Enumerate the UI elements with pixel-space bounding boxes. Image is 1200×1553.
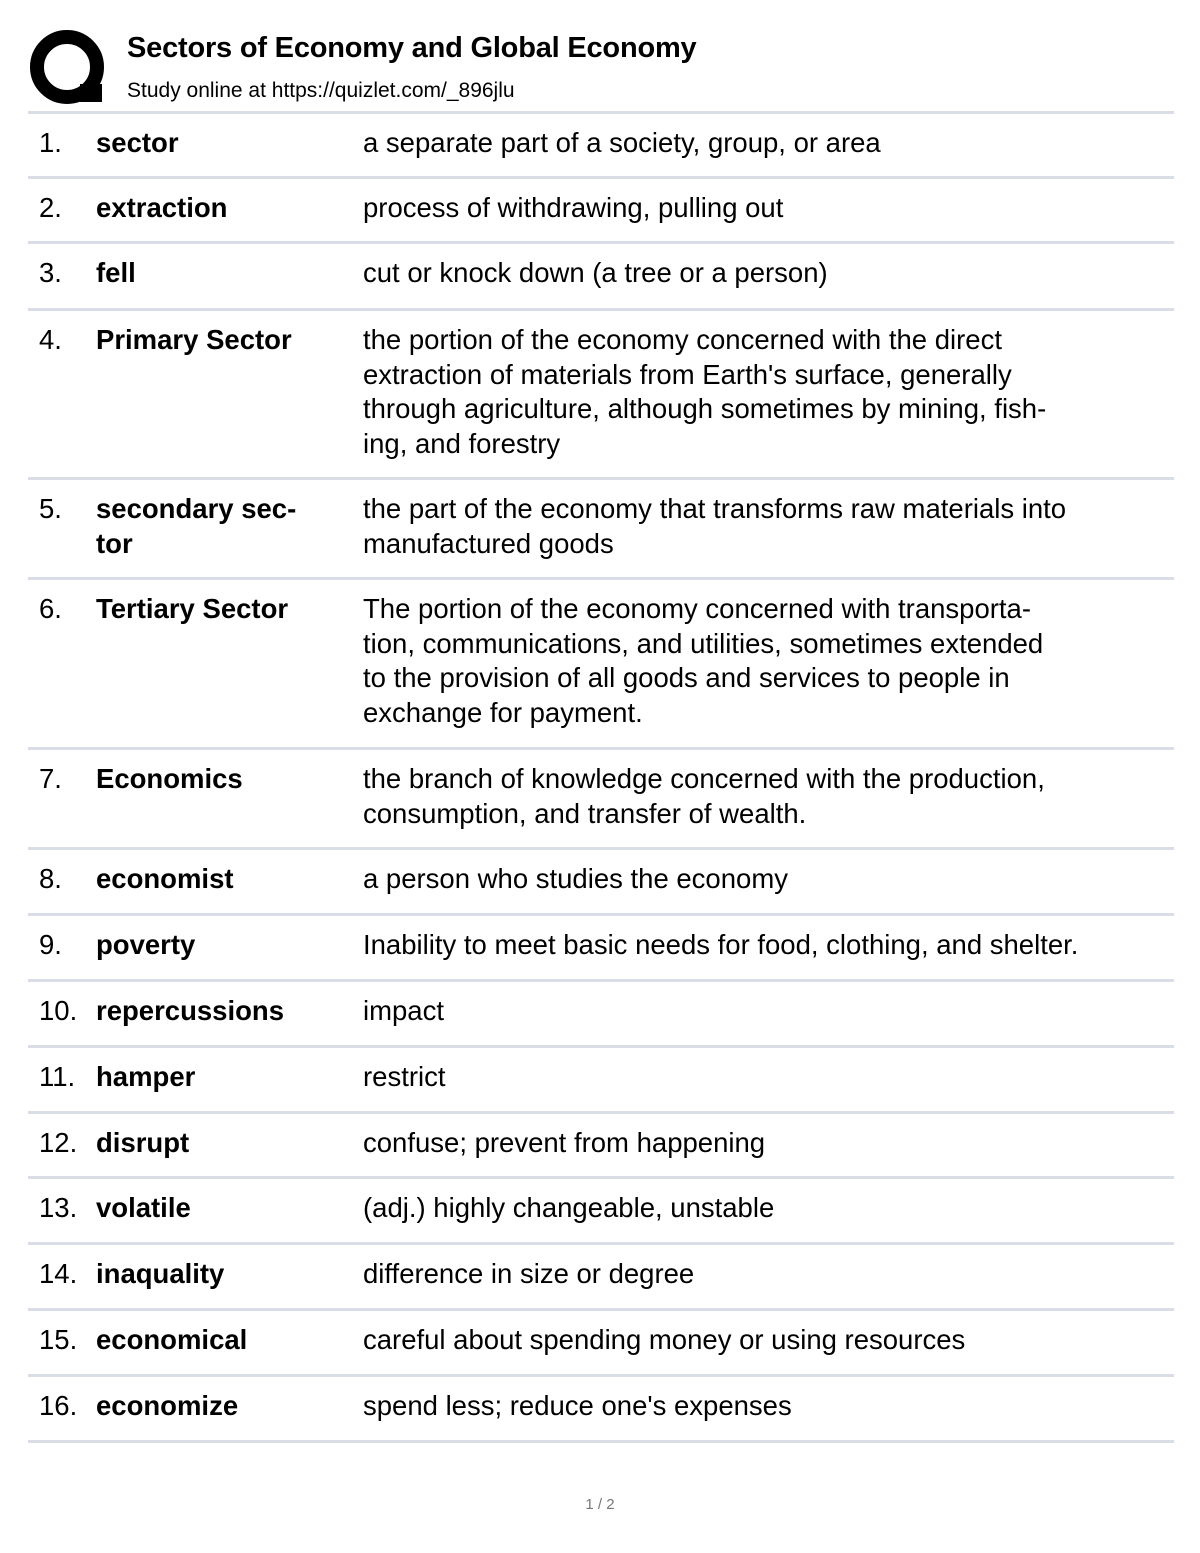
definition: Inability to meet basic needs for food, …	[363, 929, 1079, 960]
definition: a person who studies the economy	[363, 863, 788, 894]
term: fell	[96, 257, 136, 288]
term-row: 4. Primary Sector the portion of the eco…	[28, 311, 1174, 477]
term-row: 1. sector a separate part of a society, …	[28, 114, 1174, 176]
term-row: 13. volatile (adj.) highly changeable, u…	[28, 1179, 1174, 1242]
term-number: 2.	[39, 192, 62, 223]
term-row: 7. Economics the branch of knowledge con…	[28, 750, 1174, 847]
definition: (adj.) highly changeable, unstable	[363, 1192, 775, 1223]
term-row: 15. economical careful about spending mo…	[28, 1311, 1174, 1374]
term-number: 9.	[39, 929, 62, 960]
divider	[28, 847, 1174, 850]
study-online-link[interactable]: Study online at https://quizlet.com/_896…	[127, 79, 515, 102]
term-row: 9. poverty Inability to meet basic needs…	[28, 916, 1174, 979]
quizlet-logo-icon	[30, 30, 104, 104]
divider	[28, 1111, 1174, 1114]
divider	[28, 241, 1174, 244]
term-number: 3.	[39, 257, 62, 288]
divider	[28, 1374, 1174, 1377]
term-number: 14.	[39, 1258, 78, 1289]
divider	[28, 577, 1174, 580]
term-row: 2. extraction process of withdrawing, pu…	[28, 179, 1174, 241]
definition: confuse; prevent from happening	[363, 1127, 766, 1158]
term-row: 14. inaquality difference in size or deg…	[28, 1245, 1174, 1308]
definition: a separate part of a society, group, or …	[363, 127, 881, 158]
definition: difference in size or degree	[363, 1258, 695, 1289]
divider	[28, 979, 1174, 982]
term-row: 16. economize spend less; reduce one's e…	[28, 1377, 1174, 1440]
term-number: 5.	[39, 493, 62, 524]
term-number: 6.	[39, 593, 62, 624]
term: sector	[96, 127, 179, 158]
term-number: 12.	[39, 1127, 78, 1158]
definition: restrict	[363, 1061, 446, 1092]
term-row: 10. repercussions impact	[28, 982, 1174, 1045]
definition: cut or knock down (a tree or a person)	[363, 257, 828, 288]
term: Primary Sector	[96, 324, 292, 355]
term: Economics	[96, 763, 243, 794]
term: poverty	[96, 929, 196, 960]
term: secondary sec- tor	[96, 493, 297, 559]
divider	[28, 913, 1174, 916]
divider	[28, 1440, 1174, 1443]
divider	[28, 176, 1174, 179]
term-row: 3. fell cut or knock down (a tree or a p…	[28, 244, 1174, 308]
term: hamper	[96, 1061, 196, 1092]
term-list: 1. sector a separate part of a society, …	[28, 111, 1174, 1443]
term: economize	[96, 1390, 239, 1421]
divider	[28, 1242, 1174, 1245]
term-row: 5. secondary sec- tor the part of the ec…	[28, 480, 1174, 577]
divider	[28, 1308, 1174, 1311]
term-number: 11.	[39, 1061, 76, 1092]
definition: careful about spending money or using re…	[363, 1324, 966, 1355]
definition: the part of the economy that transforms …	[363, 493, 1067, 559]
term: volatile	[96, 1192, 191, 1223]
term: repercussions	[96, 995, 285, 1026]
definition: process of withdrawing, pulling out	[363, 192, 784, 223]
definition: The portion of the economy concerned wit…	[363, 593, 1044, 728]
term-number: 16.	[39, 1390, 78, 1421]
definition: spend less; reduce one's expenses	[363, 1390, 792, 1421]
definition: the branch of knowledge concerned with t…	[363, 763, 1045, 829]
divider	[28, 1045, 1174, 1048]
term-row: 11. hamper restrict	[28, 1048, 1174, 1111]
term-number: 10.	[39, 995, 78, 1026]
term-row: 12. disrupt confuse; prevent from happen…	[28, 1114, 1174, 1176]
term-number: 7.	[39, 763, 62, 794]
term-number: 4.	[39, 324, 62, 355]
definition: impact	[363, 995, 444, 1026]
term-number: 15.	[39, 1324, 78, 1355]
term: economical	[96, 1324, 248, 1355]
term: Tertiary Sector	[96, 593, 289, 624]
term: extraction	[96, 192, 228, 223]
page-number: 1 / 2	[585, 1496, 615, 1513]
definition: the portion of the economy concerned wit…	[363, 324, 1047, 459]
divider	[28, 747, 1174, 750]
term: disrupt	[96, 1127, 190, 1158]
term-number: 8.	[39, 863, 62, 894]
divider	[28, 477, 1174, 480]
term-row: 6. Tertiary Sector The portion of the ec…	[28, 580, 1174, 747]
term: inaquality	[96, 1258, 225, 1289]
term: economist	[96, 863, 234, 894]
divider	[28, 1176, 1174, 1179]
divider	[28, 308, 1174, 311]
term-number: 13.	[39, 1192, 78, 1223]
term-row: 8. economist a person who studies the ec…	[28, 850, 1174, 913]
divider	[28, 111, 1174, 114]
page-title: Sectors of Economy and Global Economy	[127, 32, 697, 64]
term-number: 1.	[39, 127, 62, 158]
